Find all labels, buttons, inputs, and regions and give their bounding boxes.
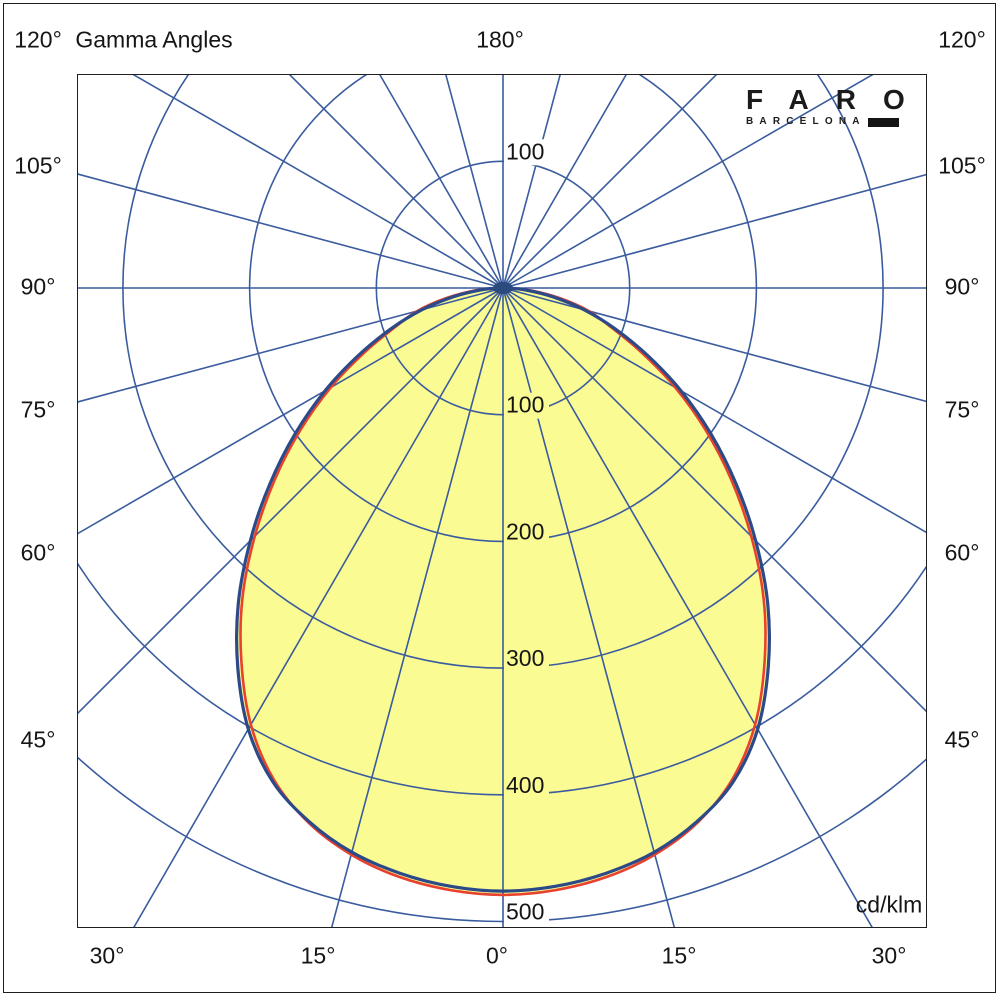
- angle-label-bottom-2-0: 0°: [486, 942, 508, 969]
- radial-label-bg: [504, 392, 549, 419]
- grid-ray-45: [502, 287, 926, 713]
- center-point: [493, 282, 513, 294]
- faro-logo-wordmark: FARO: [746, 84, 932, 115]
- angle-label-left-105: 105°: [14, 152, 62, 179]
- radial-label-bg: [504, 519, 549, 546]
- grid-ray-210: [379, 75, 504, 289]
- grid-ray-150: [502, 75, 627, 289]
- grid-ray-75: [502, 287, 926, 403]
- radial-label-bg: [504, 646, 549, 673]
- angle-label-left-90: 90°: [20, 273, 56, 300]
- radial-label-down-200: 200: [506, 518, 544, 544]
- radial-label-bg: [504, 899, 549, 926]
- grid-ray-285: [78, 287, 504, 403]
- angle-label-bottom-0-30: 30°: [89, 942, 125, 969]
- angle-label-left-120: 120°: [14, 26, 62, 53]
- polar-plot-area: 100 100 200 300 400 500: [77, 74, 927, 928]
- angle-label-180: 180°: [476, 26, 524, 53]
- grid-ray-315: [78, 287, 504, 715]
- angle-label-right-105: 105°: [938, 152, 986, 179]
- angle-label-right-75: 75°: [944, 396, 980, 423]
- grid-ray-240: [132, 75, 504, 289]
- faro-logo-subrow: BARCELONA: [746, 117, 918, 127]
- intensity-curve-blue: [235, 286, 771, 893]
- angle-label-right-45: 45°: [944, 726, 980, 753]
- radial-label-down-400: 400: [506, 772, 544, 798]
- radial-label-bg: [504, 139, 549, 166]
- grid-ray-105: [502, 173, 926, 289]
- faro-logo-subtext: BARCELONA: [746, 116, 866, 127]
- angle-label-bottom-3-15: 15°: [661, 942, 697, 969]
- angle-label-right-60: 60°: [944, 539, 980, 566]
- angle-label-right-90: 90°: [944, 273, 980, 300]
- chart-title: Gamma Angles: [75, 26, 233, 53]
- grid-ray-330: [133, 287, 504, 927]
- radial-label-down-100: 100: [506, 392, 544, 418]
- faro-logo-bar: [867, 117, 899, 127]
- grid-ray-120: [502, 75, 874, 289]
- angle-label-left-75: 75°: [20, 396, 56, 423]
- grid-ray-135: [502, 75, 718, 289]
- angle-label-left-45: 45°: [20, 726, 56, 753]
- grid-ray-30: [502, 287, 873, 927]
- radial-label-bg: [504, 772, 549, 799]
- radial-label-down-500: 500: [506, 899, 544, 925]
- grid-ray-255: [78, 173, 504, 289]
- grid-ray-60: [502, 287, 926, 534]
- grid-ray-300: [78, 287, 504, 535]
- angle-label-right-120: 120°: [938, 26, 986, 53]
- angle-label-bottom-4-30: 30°: [871, 942, 907, 969]
- grid-ray-15: [502, 287, 676, 927]
- radial-label-down-300: 300: [506, 645, 544, 671]
- grid-ray-225: [288, 75, 504, 289]
- unit-label: cd/klm: [855, 891, 923, 918]
- radial-label-up-100: 100: [506, 138, 544, 164]
- faro-logo: FARO BARCELONA: [746, 86, 918, 127]
- polar-chart-svg: 100 100 200 300 400 500: [78, 75, 926, 927]
- angle-label-left-60: 60°: [20, 539, 56, 566]
- grid-ray-195: [445, 75, 504, 289]
- intensity-curve-red: [239, 286, 767, 897]
- grid-ray-345: [330, 287, 504, 927]
- angle-label-bottom-1-15: 15°: [300, 942, 336, 969]
